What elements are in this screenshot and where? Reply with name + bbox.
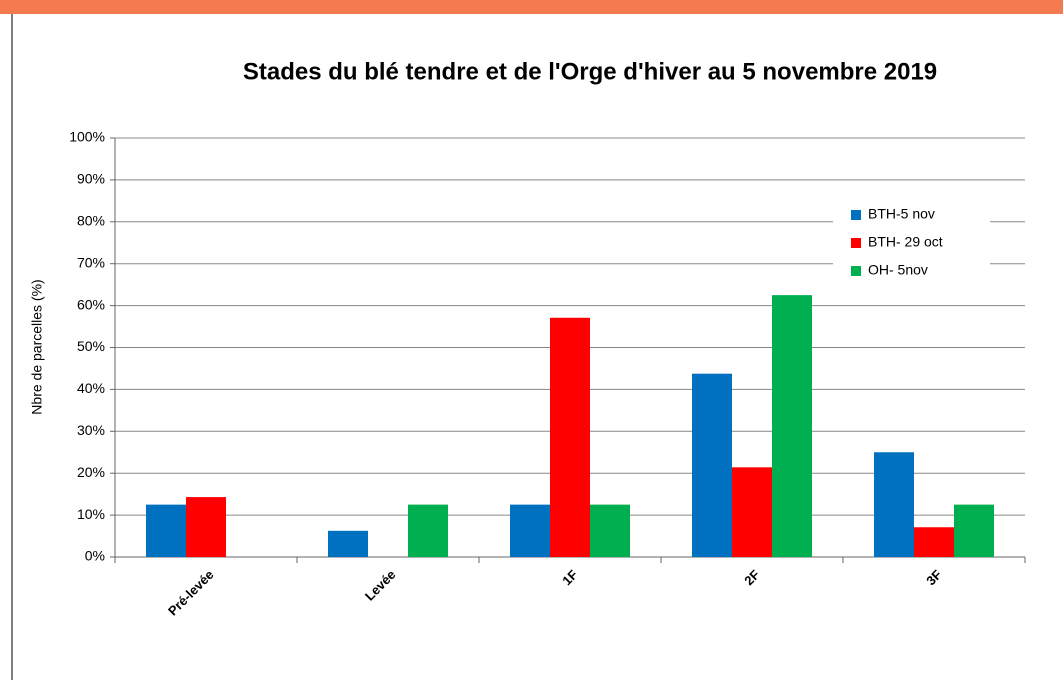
y-tick-label: 90% [77, 171, 105, 187]
bar [874, 452, 914, 557]
chart-title: Stades du blé tendre et de l'Orge d'hive… [243, 58, 937, 85]
legend-swatch [851, 238, 861, 248]
y-tick-label: 50% [77, 338, 105, 354]
bar [692, 373, 732, 557]
bar [408, 504, 448, 557]
x-tick-label: Pré-levée [165, 567, 216, 618]
bar [186, 497, 226, 557]
x-tick-label: 2F [741, 567, 762, 588]
y-tick-label: 70% [77, 254, 105, 270]
y-tick-label: 100% [69, 129, 105, 145]
bar [732, 467, 772, 557]
legend-label: OH- 5nov [868, 262, 928, 278]
legend-swatch [851, 210, 861, 220]
x-tick-label: 3F [923, 567, 944, 588]
bar [510, 504, 550, 557]
bar [328, 530, 368, 557]
y-tick-label: 30% [77, 422, 105, 438]
y-tick-label: 10% [77, 506, 105, 522]
x-tick-label: Levée [362, 567, 399, 604]
bar [954, 504, 994, 557]
y-axis-label: Nbre de parcelles (%) [29, 279, 45, 414]
y-tick-label: 80% [77, 213, 105, 229]
legend-label: BTH-5 nov [868, 206, 935, 222]
bar [550, 317, 590, 557]
y-tick-label: 60% [77, 296, 105, 312]
y-tick-label: 0% [85, 548, 105, 564]
bar [914, 527, 954, 557]
legend-label: BTH- 29 oct [868, 234, 943, 250]
bar [772, 295, 812, 557]
bar [146, 504, 186, 557]
y-tick-label: 40% [77, 380, 105, 396]
y-tick-label: 20% [77, 464, 105, 480]
header-bar [0, 0, 1063, 14]
bar [590, 504, 630, 557]
x-tick-label: 1F [559, 567, 580, 588]
legend-swatch [851, 266, 861, 276]
